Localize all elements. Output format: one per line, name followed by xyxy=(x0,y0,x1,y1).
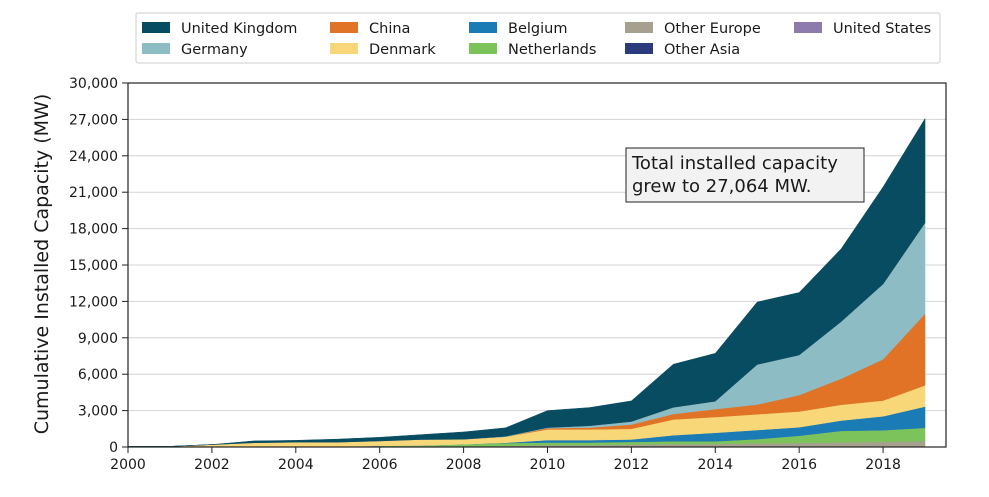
legend-swatch-other-asia xyxy=(625,43,653,54)
y-tick-label: 27,000 xyxy=(69,112,118,128)
legend-label-united-states: United States xyxy=(833,21,931,37)
legend-swatch-germany xyxy=(142,43,170,54)
x-tick-label: 2000 xyxy=(110,457,146,473)
x-tick-label: 2002 xyxy=(194,457,230,473)
x-tick-label: 2008 xyxy=(446,457,482,473)
x-tick-label: 2018 xyxy=(865,457,901,473)
legend-swatch-netherlands xyxy=(469,43,497,54)
legend-swatch-denmark xyxy=(330,43,358,54)
y-tick-label: 24,000 xyxy=(69,149,118,165)
legend-label-other-asia: Other Asia xyxy=(664,42,740,58)
legend-label-denmark: Denmark xyxy=(369,42,436,58)
y-tick-label: 21,000 xyxy=(69,185,118,201)
legend-label-united-kingdom: United Kingdom xyxy=(181,21,297,37)
y-tick-label: 6,000 xyxy=(78,367,118,383)
legend-label-netherlands: Netherlands xyxy=(508,42,596,58)
legend-label-china: China xyxy=(369,21,410,37)
y-tick-label: 0 xyxy=(109,440,118,456)
legend-label-belgium: Belgium xyxy=(508,21,567,37)
legend-label-other-europe: Other Europe xyxy=(664,21,761,37)
y-tick-label: 12,000 xyxy=(69,294,118,310)
x-tick-label: 2004 xyxy=(278,457,314,473)
annotation-line-1: Total installed capacity xyxy=(631,153,838,174)
y-tick-label: 9,000 xyxy=(78,331,118,347)
y-tick-label: 30,000 xyxy=(69,76,118,92)
x-tick-label: 2016 xyxy=(781,457,817,473)
x-tick-label: 2014 xyxy=(697,457,733,473)
legend-swatch-united-kingdom xyxy=(142,22,170,33)
x-tick-label: 2006 xyxy=(362,457,398,473)
y-tick-label: 15,000 xyxy=(69,258,118,274)
legend-label-germany: Germany xyxy=(181,42,248,58)
x-tick-label: 2010 xyxy=(530,457,566,473)
y-tick-label: 3,000 xyxy=(78,404,118,420)
x-tick-label: 2012 xyxy=(614,457,650,473)
legend-swatch-united-states xyxy=(794,22,822,33)
y-tick-label: 18,000 xyxy=(69,222,118,238)
legend-swatch-other-europe xyxy=(625,22,653,33)
y-axis-label: Cumulative Installed Capacity (MW) xyxy=(31,94,53,435)
annotation-line-2: grew to 27,064 MW. xyxy=(632,176,811,197)
legend-swatch-china xyxy=(330,22,358,33)
legend: United Kingdom Germany China Denmark Belgium… xyxy=(136,13,940,63)
annotation-box: Total installed capacity grew to 27,064 … xyxy=(626,148,864,202)
legend-swatch-belgium xyxy=(469,22,497,33)
